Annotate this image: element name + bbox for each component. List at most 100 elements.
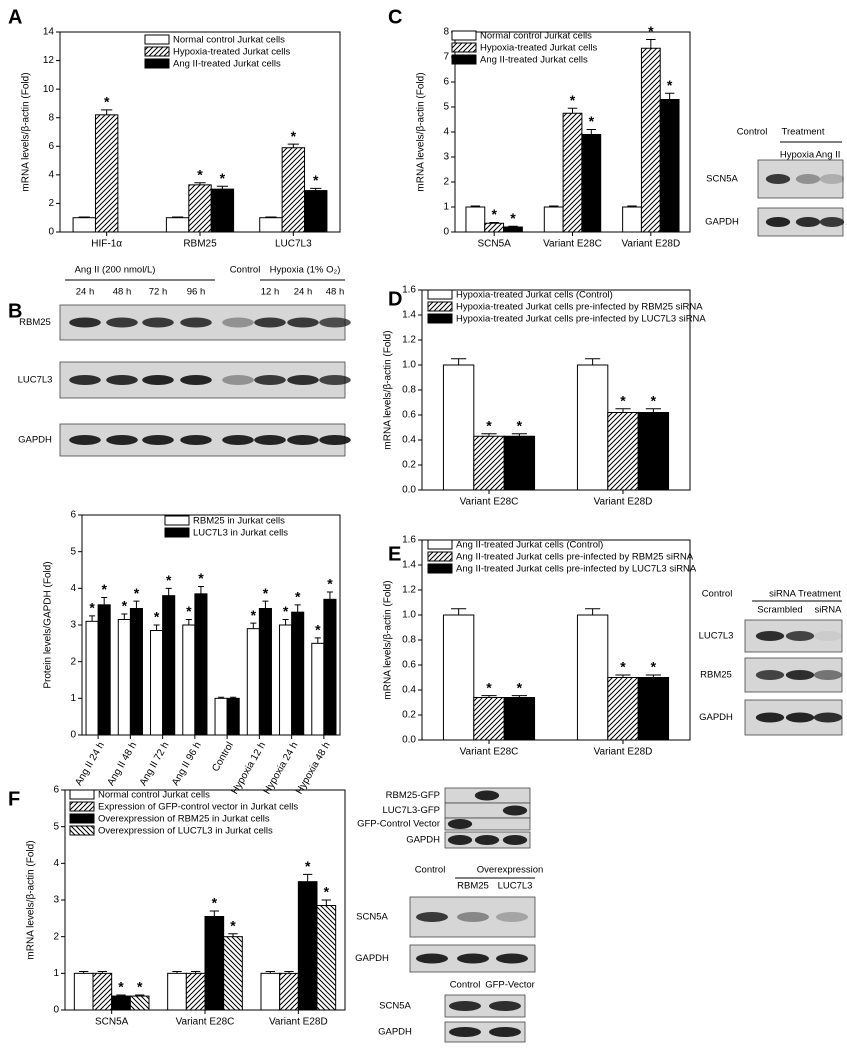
significance-star: * (186, 603, 192, 619)
error-bar (89, 615, 96, 622)
bar (442, 614, 475, 741)
blot-strip (444, 994, 526, 1018)
blot-row-label: RBM25 (700, 670, 732, 681)
significance-star: * (291, 128, 297, 144)
error-bar (303, 873, 313, 882)
error-bar (310, 187, 322, 191)
bar (297, 881, 318, 1011)
blot-band (319, 375, 351, 385)
y-tick-label: 12 (43, 55, 55, 66)
y-tick-label: 2 (53, 931, 59, 942)
significance-star: * (486, 679, 492, 695)
y-tick-label: 0.2 (402, 460, 416, 471)
significance-star: * (154, 609, 160, 625)
legend-label: Hypoxia-treated Jurkat cells pre-infecte… (456, 314, 706, 325)
y-tick-label: 6 (443, 77, 449, 88)
bar (73, 972, 94, 1011)
bar (210, 188, 235, 233)
blot-row-label: GAPDH (355, 953, 389, 964)
bar (576, 364, 609, 491)
error-bar (172, 971, 182, 974)
blot-band (813, 712, 843, 723)
significance-star: * (104, 94, 110, 110)
legend-swatch (144, 58, 170, 69)
error-bar (78, 216, 90, 218)
bar (182, 624, 196, 736)
bar (622, 206, 642, 233)
y-tick-label: 4 (48, 169, 54, 180)
y-tick-label: 0 (443, 227, 449, 238)
blot-row-label: LUC7L3-GFP (382, 805, 440, 816)
blot-band (180, 317, 212, 328)
significance-star: * (166, 572, 172, 588)
significance-star: * (327, 576, 333, 592)
legend-label: Overexpression of RBM25 in Jurkat cells (98, 814, 270, 825)
significance-star: * (620, 392, 626, 408)
error-bar (79, 971, 89, 974)
significance-star: * (122, 598, 128, 614)
significance-star: * (486, 417, 492, 433)
blot-header: GFP-Vector (485, 980, 535, 991)
significance-star: * (283, 603, 289, 619)
blot-band (785, 670, 815, 680)
blot-band (254, 375, 286, 385)
y-tick-label: 1.4 (402, 310, 416, 321)
blot-header: 48 h (326, 287, 345, 298)
significance-star: * (667, 77, 673, 93)
legend-swatch (144, 46, 170, 57)
legend-swatch (427, 539, 453, 550)
error-bar (265, 971, 275, 974)
bar (97, 604, 111, 736)
error-bar (216, 185, 228, 190)
panel-letter: D (388, 288, 402, 310)
blot-header: 24 h (294, 287, 313, 298)
blot-band (254, 435, 286, 445)
error-bar (197, 586, 204, 594)
error-bar (646, 39, 656, 49)
legend-label: Normal control Jurkat cells (480, 31, 592, 42)
error-bar (97, 971, 107, 974)
error-bar (121, 613, 128, 620)
legend-label: Normal control Jurkat cells (173, 35, 285, 46)
y-tick-label: 1.0 (402, 360, 416, 371)
error-bar (567, 107, 578, 114)
error-bar (451, 608, 467, 615)
error-bar (645, 674, 661, 678)
y-tick-label: 0.6 (402, 660, 416, 671)
bar (281, 147, 306, 233)
blot-row-label: GFP-Control Vector (357, 819, 440, 830)
bar (607, 677, 639, 741)
blot-header: 48 h (113, 287, 132, 298)
bar (223, 936, 243, 1011)
blot-band (106, 375, 138, 385)
x-tick-label: Variant E28C (176, 1017, 235, 1028)
y-tick-label: 1.4 (402, 560, 416, 571)
bar (562, 112, 583, 233)
blot-band (416, 912, 448, 922)
significance-star: * (313, 172, 319, 188)
blot-band (755, 631, 785, 641)
blot-band (69, 317, 101, 328)
blot-band (819, 217, 845, 227)
x-tick-label: Variant E28C (543, 239, 602, 250)
blot-row-label: RBM25 (19, 317, 51, 328)
y-tick-label: 1.0 (402, 610, 416, 621)
significance-star: * (570, 92, 576, 108)
error-bar (153, 624, 160, 631)
y-tick-label: 3 (443, 152, 449, 163)
x-tick-label: SCN5A (95, 1017, 129, 1028)
blot-band (319, 435, 351, 445)
error-bar (585, 608, 601, 615)
bar (279, 624, 293, 736)
error-bar (645, 408, 661, 413)
blot-band (502, 835, 528, 845)
x-tick-label: Ang II 72 h (138, 740, 172, 787)
legend-label: Hypoxia-treated Jurkat cells (173, 47, 290, 58)
bar (659, 99, 680, 233)
bar (503, 697, 536, 741)
x-tick-label: RBM25 (183, 239, 217, 250)
legend-label: RBM25 in Jurkat cells (193, 516, 285, 527)
y-tick-label: 0.4 (402, 435, 416, 446)
y-tick-label: 5 (443, 102, 449, 113)
legend-label: Ang II-treated Jurkat cells pre-infected… (456, 552, 694, 563)
